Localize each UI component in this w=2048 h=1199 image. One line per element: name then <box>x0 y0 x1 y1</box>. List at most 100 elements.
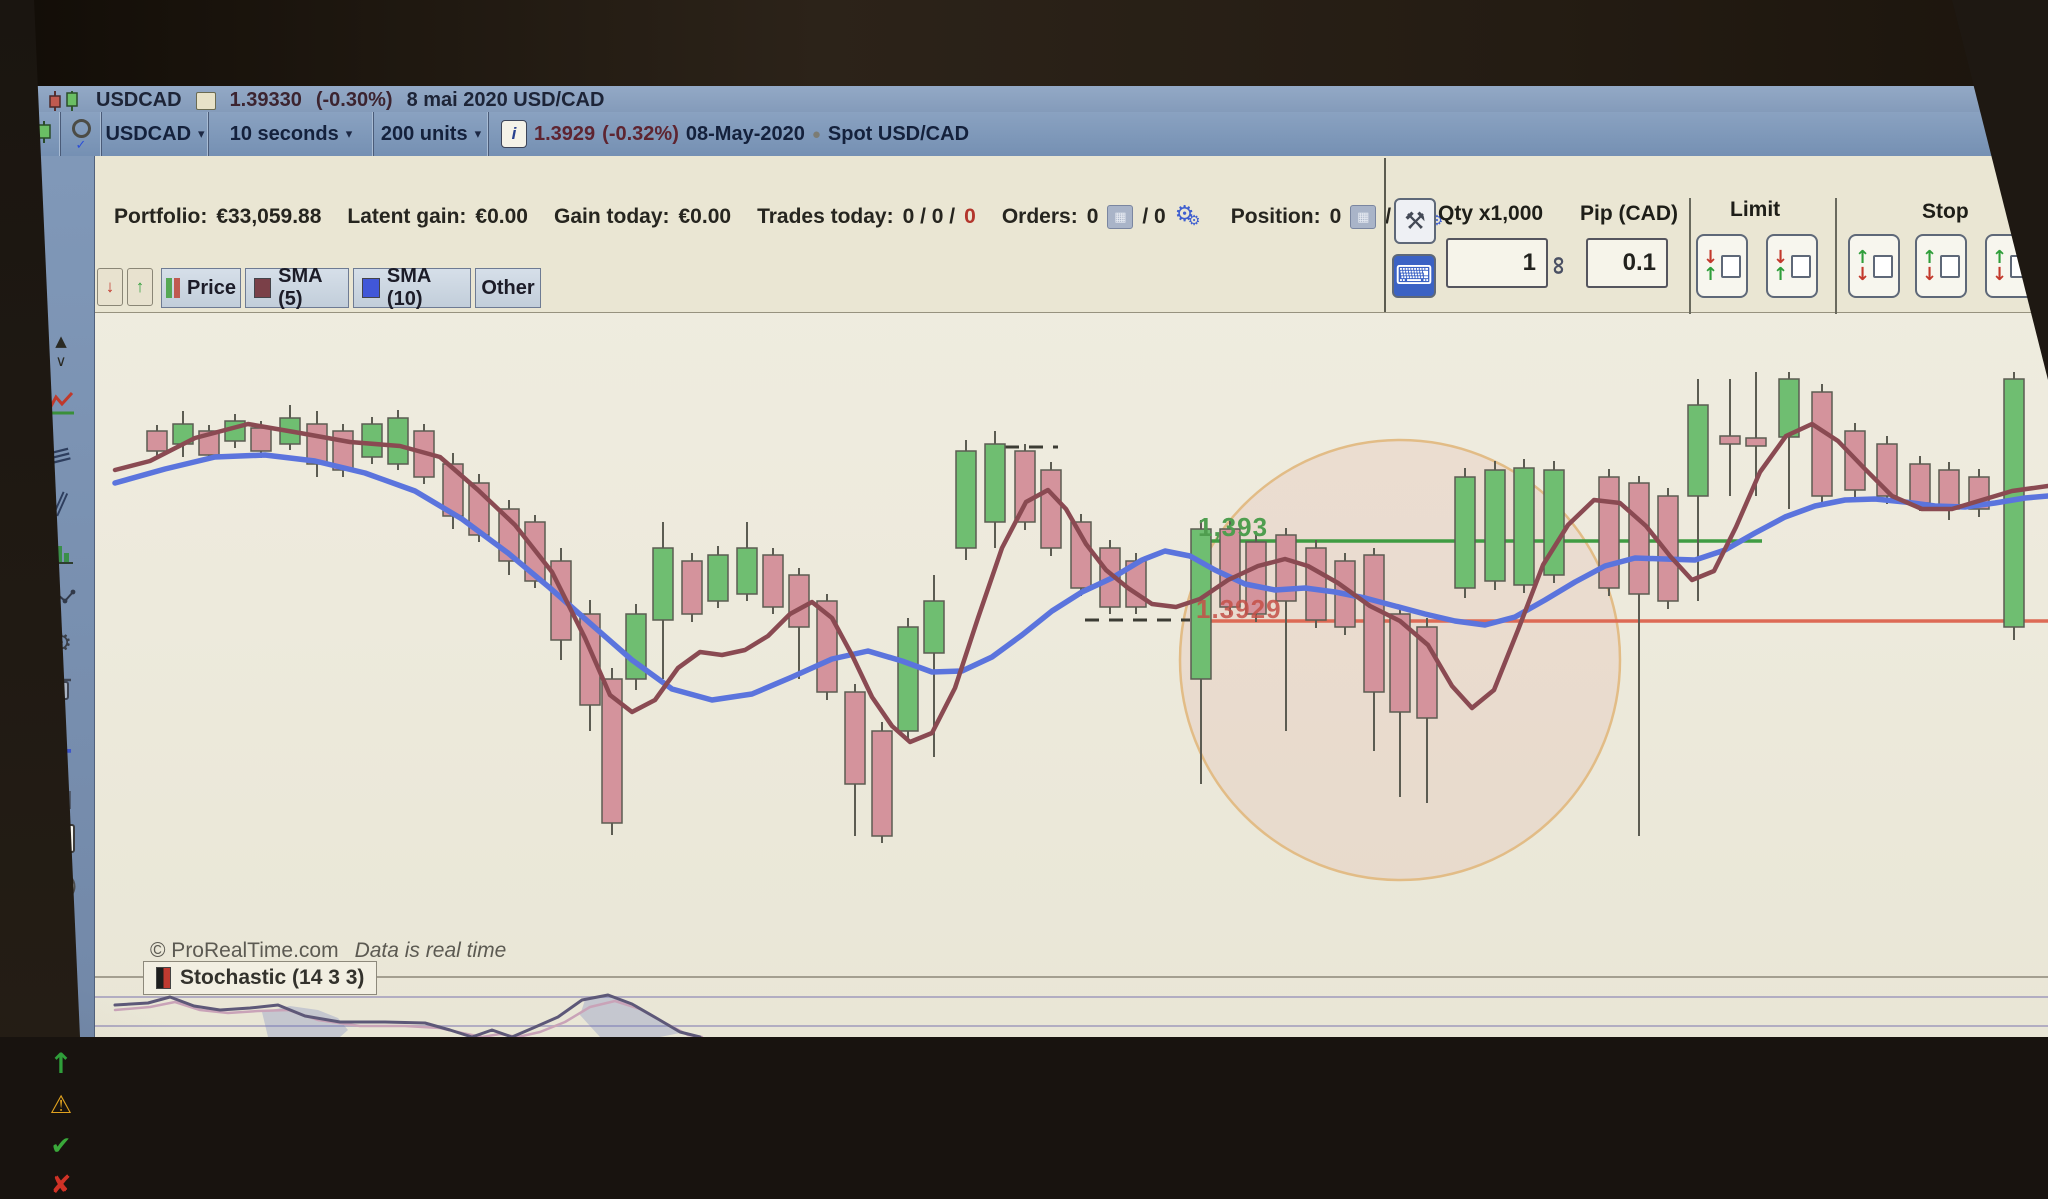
limit-order-button-2[interactable]: ↓ ↑ <box>1766 234 1818 298</box>
pip-label: Pip (CAD) <box>1580 202 1678 225</box>
portfolio-label: Portfolio: <box>114 205 208 228</box>
portfolio-balance: Portfolio: €33,059.88 <box>114 205 321 229</box>
buy-arrow-icon: ↑ <box>1991 247 2008 268</box>
keyboard-icon: ⌨ <box>1395 261 1433 291</box>
orders-summary: Orders: 0 ▦ / 0 ⚙ ⚙ <box>1001 201 1205 230</box>
orders-list-icon[interactable]: ▦ <box>1107 205 1134 229</box>
buy-arrow-icon: ↑ <box>1702 264 1719 285</box>
qty-input[interactable] <box>1446 238 1548 288</box>
latent-gain-label: Latent gain: <box>347 205 467 228</box>
order-ticket-icon <box>1940 254 1961 278</box>
sell-arrow-icon: ↓ <box>1921 264 1938 285</box>
realtime-note: Data is real time <box>354 939 507 962</box>
window-title-strip: USDCAD 1.39330 (-0.30%) 8 mai 2020 USD/C… <box>10 86 2048 114</box>
tab-price[interactable]: Price <box>161 268 241 308</box>
stop-order-button-1[interactable]: ↑ ↓ <box>1848 234 1900 298</box>
stop-section-label: Stop <box>1922 200 1969 223</box>
chevron-down-icon: ▾ <box>345 126 353 141</box>
scroll-down-button[interactable]: ↓ <box>97 268 123 306</box>
panel-divider <box>1689 198 1691 314</box>
copyright-note: © ProRealTime.com Data is real time <box>150 939 506 963</box>
pip-input[interactable] <box>1586 238 1668 288</box>
trades-today-value: 0 / 0 / <box>902 205 956 228</box>
position-count: 0 <box>1329 205 1342 228</box>
confirm-icon[interactable]: ✔ <box>50 1131 72 1160</box>
orders-label: Orders: <box>1001 205 1078 228</box>
support-price-label: 1.3929 <box>1196 594 1282 624</box>
trades-today-losses: 0 <box>964 205 976 228</box>
chevron-down-icon: ▾ <box>474 126 482 141</box>
gain-today-label: Gain today: <box>553 205 670 228</box>
status-check-icon: ✓ <box>75 136 87 152</box>
symbol-label: USDCAD <box>105 122 192 145</box>
alert-icon[interactable]: ⚠ <box>49 1090 73 1119</box>
timeframe-label: 10 seconds <box>229 122 339 145</box>
latent-gain-value: €0.00 <box>475 205 528 228</box>
symbol-dropdown[interactable]: USDCAD ▾ <box>102 112 209 156</box>
spot-bullet-icon: ● <box>811 125 821 143</box>
sell-arrow-icon: ↓ <box>1854 264 1871 285</box>
title-change: (-0.30%) <box>315 89 393 111</box>
pattern-zigzag-icon[interactable] <box>46 390 76 416</box>
chart-canvas[interactable] <box>0 0 2048 1037</box>
timeframe-dropdown[interactable]: 10 seconds ▾ <box>209 112 374 156</box>
units-label: 200 units <box>380 122 468 145</box>
collapse-up-icon[interactable]: ▲ <box>55 332 67 350</box>
portfolio-value: €33,059.88 <box>216 205 322 228</box>
trades-today-label: Trades today: <box>757 205 894 228</box>
scroll-down-icon[interactable]: ∨ <box>55 352 67 370</box>
gain-today-value: €0.00 <box>678 205 732 228</box>
tab-icon <box>195 91 216 110</box>
order-panel: ⚒ ⌨ Qty x1,000 ∞ Pip (CAD) Limit ↓↑ ↓↑ S… <box>1384 158 2048 314</box>
tab-sma10[interactable]: SMA (10) <box>353 265 471 310</box>
order-ticket-icon <box>1791 254 1812 278</box>
price-bars-icon <box>166 278 181 298</box>
stochastic-icon <box>156 967 171 989</box>
trades-today: Trades today: 0 / 0 / 0 <box>757 205 976 229</box>
quote-info: i 1.3929 (-0.32%) 08-May-2020 ● Spot USD… <box>489 112 2048 156</box>
orders-count: 0 <box>1086 205 1099 228</box>
sell-arrow-icon: ↓ <box>1991 264 2008 285</box>
instrument-status-button[interactable]: ✓ <box>61 112 102 156</box>
tab-sma10-label: SMA (10) <box>386 265 431 310</box>
buy-arrow-icon: ↑ <box>1854 247 1871 268</box>
link-qty-pip-icon[interactable]: ∞ <box>1544 256 1575 275</box>
position-label: Position: <box>1230 205 1321 228</box>
orders-gears-icon[interactable]: ⚙ ⚙ <box>1174 201 1201 228</box>
status-ring-icon <box>71 118 91 138</box>
buy-arrow-icon: ↑ <box>1921 247 1938 268</box>
tab-sma5[interactable]: SMA (5) <box>245 265 349 310</box>
quote-change: (-0.32%) <box>602 122 679 145</box>
stochastic-indicator-label[interactable]: Stochastic (14 3 3) <box>143 961 378 995</box>
tab-other-label: Other <box>481 276 535 299</box>
delete-icon[interactable]: ✘ <box>50 1170 72 1199</box>
stop-order-button-2[interactable]: ↑ ↓ <box>1915 234 1967 298</box>
orders-count2: / 0 <box>1142 205 1166 228</box>
spot-label: Spot USD/CAD <box>827 122 970 145</box>
sell-arrow-icon: ↓ <box>1702 247 1719 268</box>
wrench-icon: ⚒ <box>1404 207 1426 235</box>
buy-arrow-icon: ↑ <box>1772 264 1789 285</box>
sma5-swatch-icon <box>254 278 272 298</box>
chart-type-icon <box>49 90 78 111</box>
tab-other[interactable]: Other <box>475 268 541 308</box>
units-dropdown[interactable]: 200 units ▾ <box>374 112 489 156</box>
order-ticket-icon <box>1873 254 1894 278</box>
sell-arrow-icon: ↓ <box>1772 247 1789 268</box>
qty-label: Qty x1,000 <box>1438 202 1544 225</box>
position-list-icon[interactable]: ▦ <box>1350 205 1377 229</box>
stochastic-label-text: Stochastic (14 3 3) <box>180 966 365 989</box>
scroll-up-button[interactable]: ↑ <box>127 268 153 306</box>
sma10-swatch-icon <box>362 278 380 298</box>
title-symbol: USDCAD <box>96 89 182 111</box>
buy-arrow-icon[interactable]: ↑ <box>49 1047 73 1080</box>
order-settings-wrench-button[interactable]: ⚒ <box>1394 198 1436 244</box>
title-date: 8 mai 2020 USD/CAD <box>406 89 605 111</box>
limit-sell-buy-order-button[interactable]: ↓ ↑ <box>1696 234 1748 298</box>
latent-gain: Latent gain: €0.00 <box>347 205 528 229</box>
info-icon[interactable]: i <box>501 120 527 148</box>
title-price: 1.39330 <box>229 89 302 111</box>
resistance-price-label: 1,393 <box>1198 512 1269 542</box>
keyboard-entry-button[interactable]: ⌨ <box>1392 254 1436 298</box>
copyright-text: © ProRealTime.com <box>150 939 339 962</box>
